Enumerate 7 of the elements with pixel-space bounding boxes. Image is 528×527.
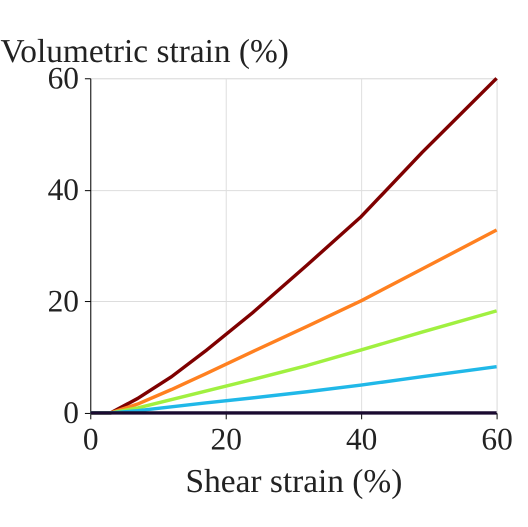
y-tick-label: 20 [48,284,80,319]
x-tick-label: 20 [210,422,242,457]
x-tick-label: 40 [346,422,378,457]
y-tick-label: 0 [63,395,80,430]
x-tick-label: 60 [481,422,513,457]
x-axis-title: Shear strain (%) [186,462,402,500]
y-tick-label: 40 [48,172,80,208]
